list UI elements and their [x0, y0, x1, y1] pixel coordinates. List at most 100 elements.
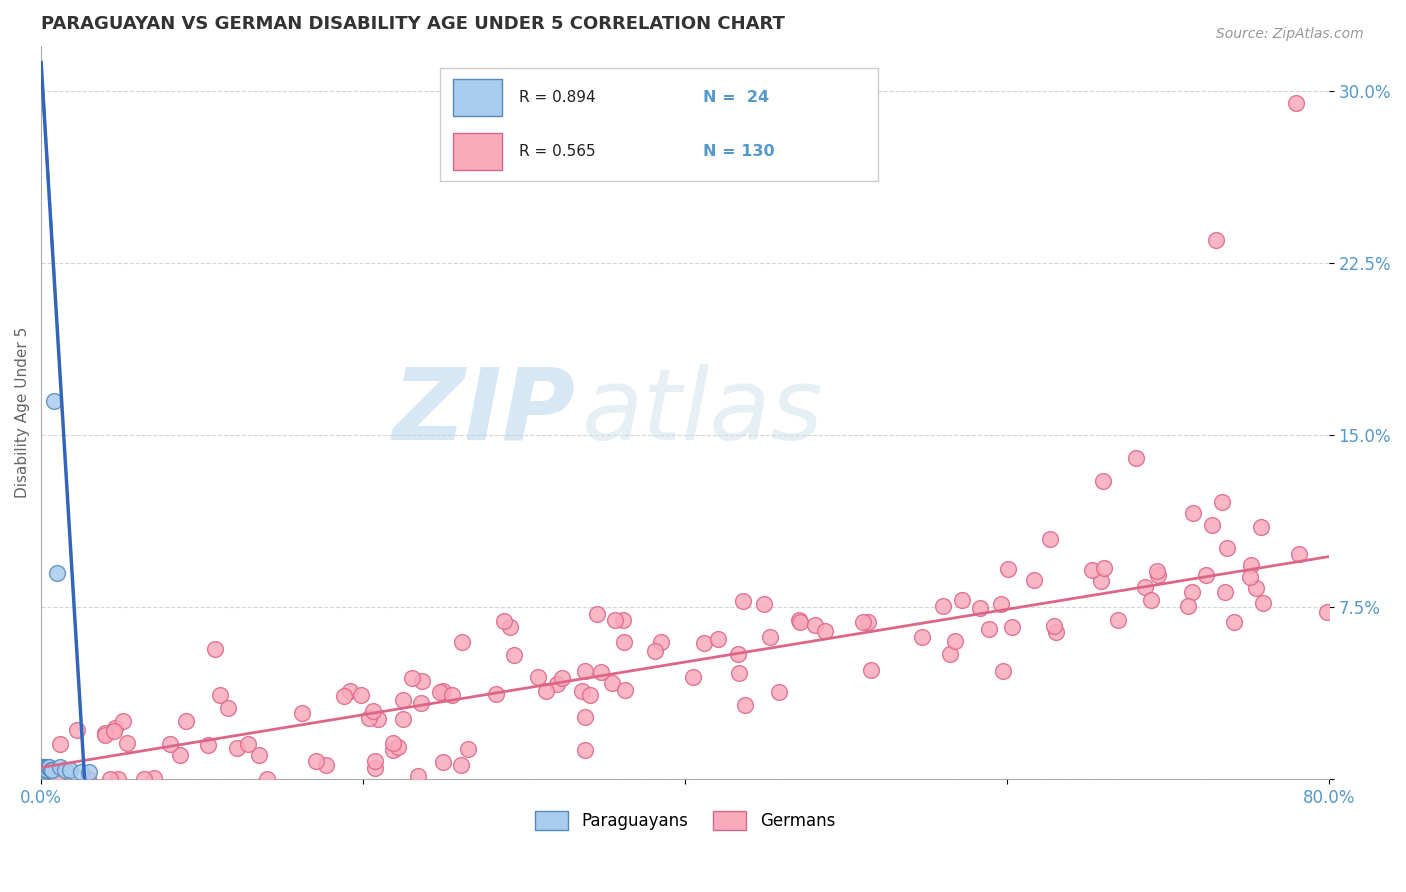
- Point: [789, 615, 811, 629]
- Text: ZIP: ZIP: [392, 364, 575, 461]
- Point: [401, 671, 423, 685]
- Point: [1244, 581, 1267, 595]
- Point: [38, 760, 60, 774]
- Point: [644, 644, 666, 658]
- Point: [387, 739, 409, 754]
- Legend: Paraguayans, Germans: Paraguayans, Germans: [527, 804, 842, 837]
- Point: [574, 742, 596, 756]
- Point: [752, 597, 775, 611]
- Point: [450, 758, 472, 772]
- Point: [551, 671, 574, 685]
- Point: [367, 712, 389, 726]
- Point: [1285, 95, 1308, 110]
- Point: [1133, 580, 1156, 594]
- Point: [169, 747, 191, 762]
- Point: [305, 754, 328, 768]
- Point: [339, 683, 361, 698]
- Point: [613, 683, 636, 698]
- Point: [392, 712, 415, 726]
- Point: [727, 647, 749, 661]
- Point: [852, 615, 875, 630]
- Point: [174, 714, 197, 729]
- Point: [364, 761, 387, 775]
- Point: [990, 597, 1012, 611]
- Point: [98, 772, 121, 786]
- Point: [236, 737, 259, 751]
- Point: [734, 698, 756, 712]
- Point: [969, 601, 991, 615]
- Point: [911, 630, 934, 644]
- Point: [612, 613, 634, 627]
- Point: [803, 617, 825, 632]
- Point: [1042, 618, 1064, 632]
- Point: [707, 632, 730, 647]
- Point: [315, 758, 337, 772]
- Point: [932, 599, 955, 613]
- Point: [1092, 474, 1115, 488]
- Point: [104, 721, 127, 735]
- Point: [94, 728, 117, 742]
- Point: [693, 636, 716, 650]
- Point: [1182, 507, 1205, 521]
- Point: [112, 714, 135, 728]
- Point: [1211, 495, 1233, 509]
- Point: [225, 740, 247, 755]
- Point: [768, 684, 790, 698]
- Point: [579, 688, 602, 702]
- Point: [290, 706, 312, 721]
- Point: [115, 736, 138, 750]
- Point: [46, 566, 69, 580]
- Point: [382, 743, 405, 757]
- Point: [1201, 518, 1223, 533]
- Point: [1146, 564, 1168, 578]
- Point: [53, 763, 76, 777]
- Point: [31, 760, 53, 774]
- Point: [997, 562, 1019, 576]
- Point: [1288, 547, 1310, 561]
- Point: [392, 693, 415, 707]
- Point: [32, 760, 55, 774]
- Point: [256, 772, 278, 786]
- Point: [39, 763, 62, 777]
- Point: [991, 665, 1014, 679]
- Point: [682, 670, 704, 684]
- Point: [432, 755, 454, 769]
- Point: [1250, 520, 1272, 534]
- Point: [35, 763, 58, 777]
- Point: [48, 737, 70, 751]
- Point: [247, 748, 270, 763]
- Point: [76, 772, 98, 786]
- Text: Source: ZipAtlas.com: Source: ZipAtlas.com: [1216, 27, 1364, 41]
- Point: [411, 673, 433, 688]
- Point: [34, 760, 56, 774]
- Point: [1000, 619, 1022, 633]
- Point: [35, 760, 58, 774]
- Text: PARAGUAYAN VS GERMAN DISABILITY AGE UNDER 5 CORRELATION CHART: PARAGUAYAN VS GERMAN DISABILITY AGE UNDE…: [41, 15, 785, 33]
- Point: [499, 620, 522, 634]
- Point: [1125, 451, 1147, 466]
- Point: [361, 704, 384, 718]
- Point: [526, 669, 548, 683]
- Point: [1045, 624, 1067, 639]
- Y-axis label: Disability Age Under 5: Disability Age Under 5: [15, 326, 30, 498]
- Point: [32, 765, 55, 780]
- Point: [132, 772, 155, 786]
- Point: [432, 684, 454, 698]
- Point: [1240, 558, 1263, 572]
- Point: [32, 763, 55, 777]
- Point: [574, 710, 596, 724]
- Point: [32, 765, 55, 780]
- Point: [429, 684, 451, 698]
- Point: [409, 696, 432, 710]
- Point: [34, 765, 56, 780]
- Point: [1213, 584, 1236, 599]
- Point: [856, 615, 879, 630]
- Point: [451, 634, 474, 648]
- Point: [1215, 541, 1237, 555]
- Point: [1194, 567, 1216, 582]
- Point: [382, 736, 405, 750]
- Point: [571, 684, 593, 698]
- Point: [1022, 573, 1045, 587]
- Point: [70, 765, 93, 780]
- Point: [93, 726, 115, 740]
